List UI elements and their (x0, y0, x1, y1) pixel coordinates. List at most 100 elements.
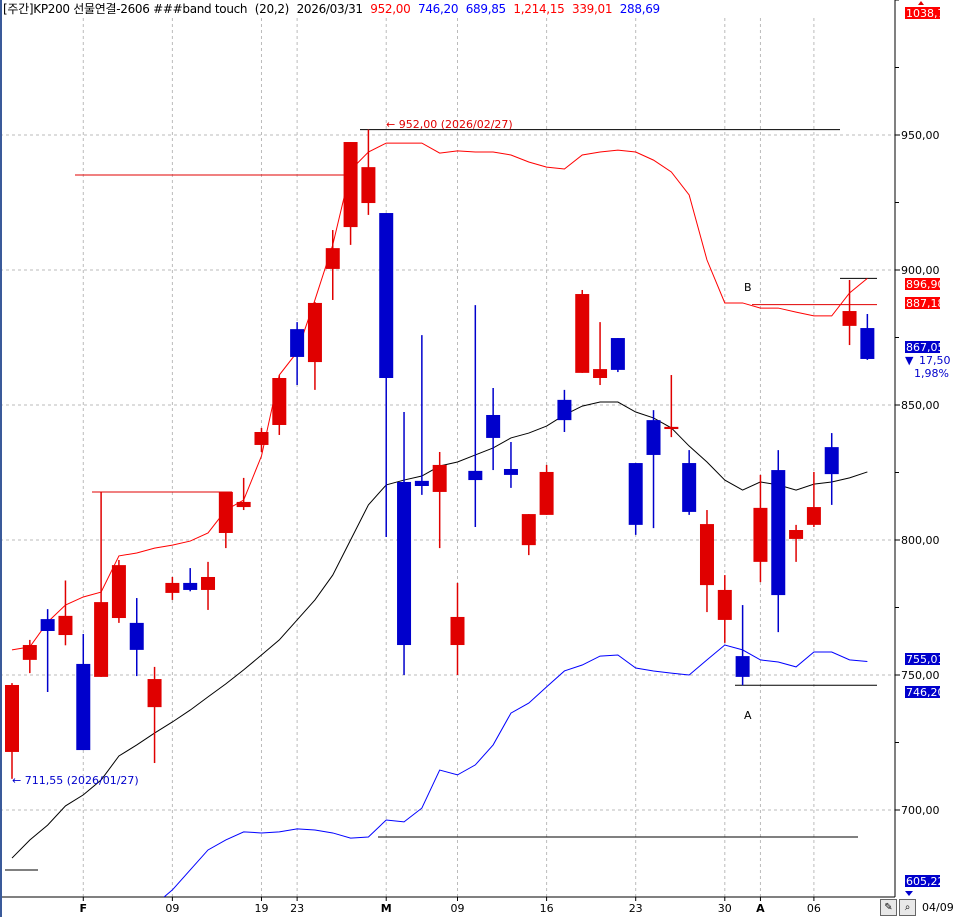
upper-band-line (11, 142, 868, 651)
x-tick-label: 19 (254, 902, 268, 915)
x-tick-label: 09 (451, 902, 465, 915)
candle-up (717, 589, 732, 620)
magnifier-icon[interactable]: ⌕ (899, 899, 916, 916)
price-tag-bg (905, 297, 940, 309)
candle-up (254, 432, 269, 445)
header-value: 1,214,15 (513, 2, 565, 16)
price-tag: 1038,79 (906, 7, 952, 20)
price-tag-bg (905, 7, 940, 19)
price-tag-bg (905, 875, 940, 887)
x-tick-label: M (381, 902, 392, 915)
x-tick-label: A (756, 902, 765, 915)
candle-up (575, 294, 590, 373)
candle-up (699, 524, 714, 586)
candle-up (111, 565, 126, 619)
candle-up (201, 576, 216, 590)
candle-down (628, 463, 643, 525)
candle-down (503, 468, 518, 475)
high-annotation: ← 952,00 (2026/02/27) (386, 118, 513, 131)
candle-up (789, 530, 804, 539)
price-tag: 755,01 (906, 653, 945, 666)
bottom-toolbar: ✎ ⌕ 04/09 (880, 899, 954, 916)
y-tick-label: 850,00 (901, 399, 940, 412)
candle-down (771, 470, 786, 596)
price-tag: 887,18 (906, 297, 945, 310)
candle-down (379, 213, 394, 378)
candle-down (610, 338, 625, 370)
candle-down (860, 328, 875, 359)
candle-up (343, 142, 358, 228)
x-tick-label: 23 (290, 902, 304, 915)
candle-up (307, 302, 322, 363)
candle-up (753, 507, 768, 562)
candle-up (5, 684, 19, 752)
candle-up (842, 311, 857, 326)
current-date: 04/09 (922, 901, 954, 914)
candle-down (76, 663, 91, 751)
header-value: 746,20 (417, 2, 459, 16)
candle-up (272, 378, 287, 425)
candle-down (183, 582, 198, 590)
price-tag-bg (905, 653, 940, 665)
candle-down (682, 463, 697, 512)
candle-up (218, 491, 233, 533)
x-tick-label: 23 (629, 902, 643, 915)
price-tag-bg (905, 686, 940, 698)
pencil-icon[interactable]: ✎ (880, 899, 897, 916)
candle-up (236, 501, 251, 508)
candle-up (806, 507, 821, 525)
up-arrow-icon (918, 1, 924, 5)
candle-down (40, 619, 55, 631)
candle-up (147, 679, 162, 708)
change-value: 17,50 (919, 354, 951, 367)
lower-band-line (163, 644, 868, 897)
price-tag: 896,90 (906, 278, 945, 291)
candle-up (593, 369, 608, 378)
candle-down (735, 656, 750, 677)
candle-down (824, 447, 839, 475)
header-date: 2026/03/31 (296, 2, 363, 16)
candle-up (521, 514, 536, 546)
x-tick-label: F (80, 902, 88, 915)
candle-down (557, 399, 572, 421)
y-tick-label: 900,00 (901, 264, 940, 277)
price-tag: 605,22 (906, 875, 945, 888)
candle-down (397, 481, 412, 646)
candle-up (58, 615, 73, 636)
price-tag: 867,05 (906, 341, 945, 354)
x-tick-label: 30 (718, 902, 732, 915)
candle-up (94, 602, 109, 677)
candle-down (646, 420, 661, 455)
candle-up (165, 582, 180, 593)
candle-up (432, 464, 447, 492)
candle-down (486, 414, 501, 438)
candle-up (325, 248, 340, 269)
candle-up (361, 167, 376, 204)
header-value: 689,85 (465, 2, 507, 16)
plot-area (5, 129, 877, 897)
low-annotation: ← 711,55 (2026/01/27) (12, 774, 139, 787)
y-tick-label: 750,00 (901, 669, 940, 682)
chart-header: [주간]KP200 선물연결-2606 ###band touch (20,2)… (3, 0, 664, 17)
header-params: (20,2) (254, 2, 290, 16)
candle-up (664, 426, 679, 430)
y-tick-label: 700,00 (901, 804, 940, 817)
candle-down (290, 329, 305, 357)
candle-up (450, 616, 465, 646)
price-tag: 746,20 (906, 686, 945, 699)
header-value: 339,01 (571, 2, 613, 16)
mark-b: B (744, 281, 752, 294)
candle-up (22, 645, 37, 660)
header-title: [주간]KP200 선물연결-2606 ###band touch (3, 2, 248, 16)
price-tag-bg (905, 278, 940, 290)
mark-a: A (744, 709, 752, 722)
change-arrow: ▼ (905, 354, 914, 367)
x-tick-label: 06 (807, 902, 821, 915)
price-tag-bg (905, 341, 940, 353)
candle-up (539, 471, 554, 515)
header-value: 288,69 (619, 2, 661, 16)
x-tick-label: 16 (540, 902, 554, 915)
header-value: 952,00 (370, 2, 411, 16)
y-tick-label: 950,00 (901, 129, 940, 142)
